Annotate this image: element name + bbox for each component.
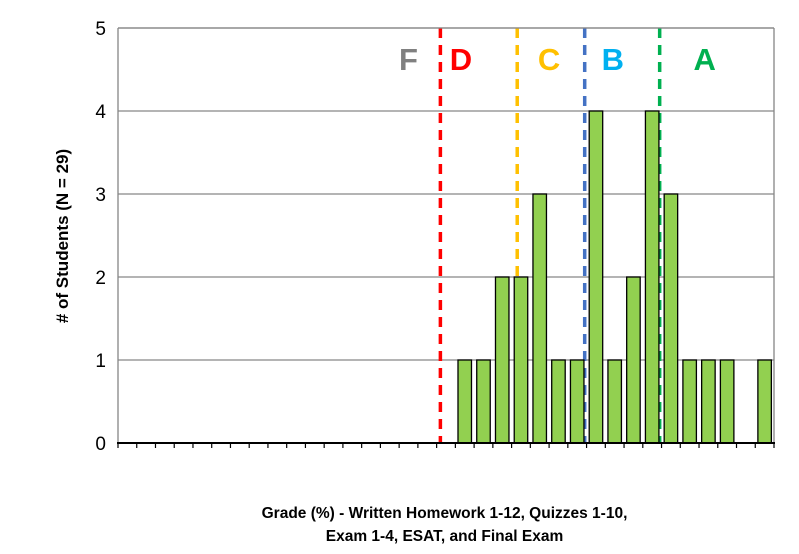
grade-label: D [450, 42, 472, 77]
x-axis-label-line-1: Grade (%) - Written Homework 1-12, Quizz… [261, 505, 628, 522]
bar [551, 359, 566, 444]
y-tick-label: 0 [95, 434, 106, 455]
bar [513, 276, 529, 444]
bar [494, 276, 510, 444]
grade-label: B [602, 42, 624, 77]
bar [719, 359, 735, 444]
bar [476, 359, 491, 444]
axes [117, 27, 775, 448]
y-tick-label: 4 [95, 102, 106, 123]
grade-label: C [538, 42, 560, 77]
y-tick-label: 5 [95, 19, 106, 40]
bar [457, 359, 473, 444]
y-tick-label: 3 [95, 185, 106, 206]
bar [588, 110, 604, 444]
grade-label: A [693, 42, 715, 77]
bar [701, 359, 716, 444]
bar [607, 359, 623, 444]
grade-label: F [399, 42, 418, 77]
bar [644, 110, 660, 444]
x-axis-label-line-2: Exam 1-4, ESAT, and Final Exam [325, 528, 564, 545]
bar [757, 359, 773, 444]
bar [532, 193, 548, 444]
y-axis-label: # of Students (N = 29) [53, 149, 72, 323]
x-axis-label: Grade (%) - Written Homework 1-12, Quizz… [0, 502, 799, 548]
bar [626, 276, 641, 444]
bar [569, 359, 585, 444]
bar [663, 193, 679, 444]
y-tick-labels: 0 1 2 3 4 5 [95, 19, 106, 455]
y-tick-label: 1 [95, 351, 106, 372]
y-tick-label: 2 [95, 268, 106, 289]
bar [682, 359, 698, 444]
